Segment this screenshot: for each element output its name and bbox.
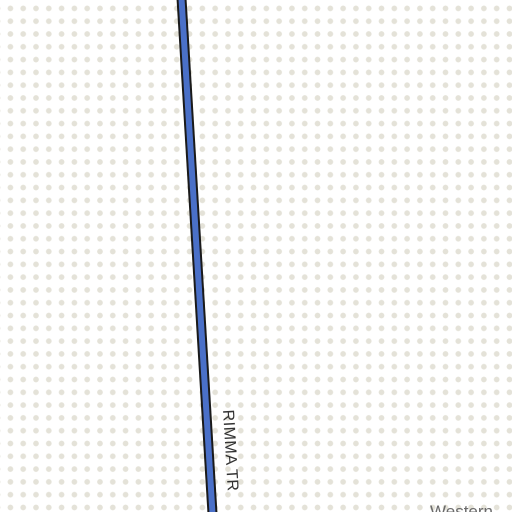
road-label: RIMMA TR [219,409,241,492]
road-rimma-tr[interactable] [176,0,218,512]
road-fill [178,0,216,512]
place-label: Western [430,502,493,512]
